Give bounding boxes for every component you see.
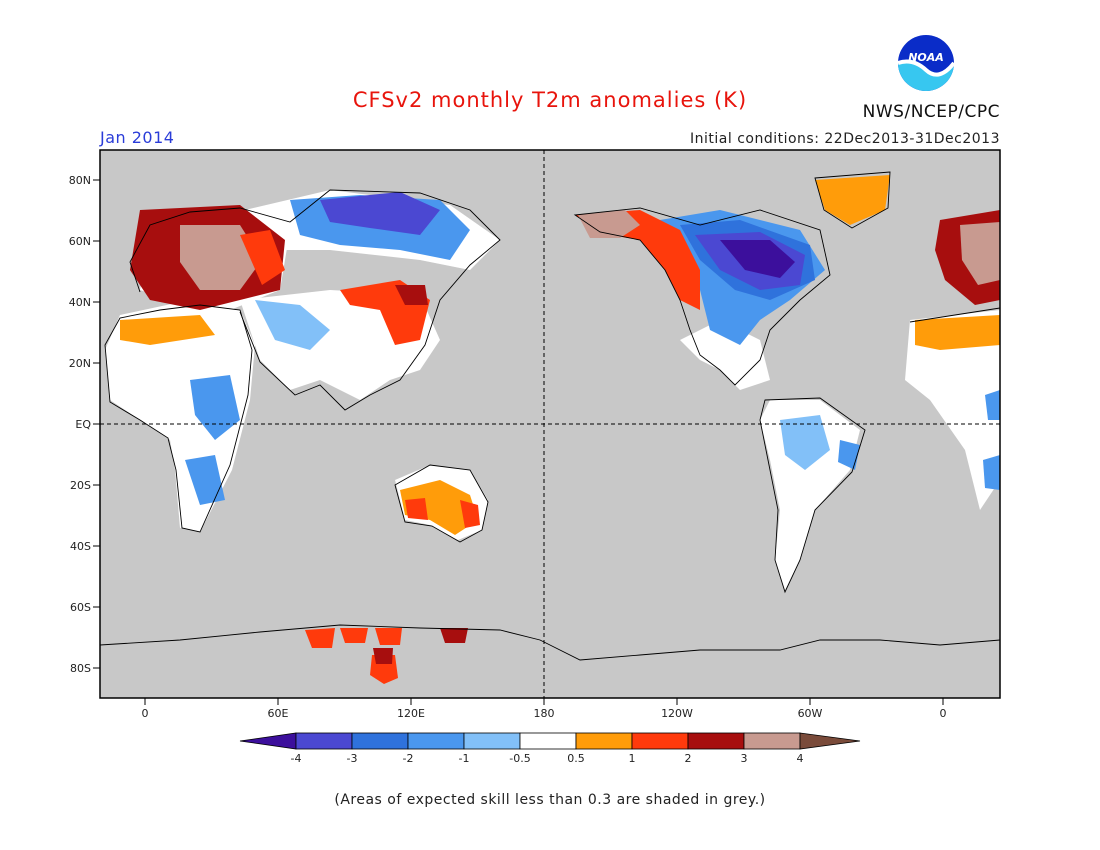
- lon-label: 0: [142, 707, 149, 720]
- colorbar-swatch: [687, 732, 745, 750]
- colorbar-label: 2: [685, 752, 692, 765]
- map-background: [100, 150, 1000, 698]
- lat-label: 60N: [69, 235, 91, 248]
- lat-axis: [93, 179, 100, 669]
- colorbar-label: 1: [629, 752, 636, 765]
- colorbar: [239, 732, 861, 750]
- map-frame: [99, 149, 1001, 699]
- colorbar-swatch: [463, 732, 521, 750]
- colorbar-swatch: [631, 732, 689, 750]
- lat-label: 20S: [70, 479, 91, 492]
- lat-label: 20N: [69, 357, 91, 370]
- initial-conditions: Initial conditions: 22Dec2013-31Dec2013: [690, 131, 1000, 147]
- lon-label: 60E: [268, 707, 289, 720]
- colorbar-label: -2: [403, 752, 414, 765]
- forecast-month: Jan 2014: [100, 128, 175, 147]
- lon-axis: [144, 698, 944, 705]
- colorbar-swatch: [295, 732, 353, 750]
- lon-label: 60W: [798, 707, 823, 720]
- colorbar-label: -4: [291, 752, 302, 765]
- anomaly-fields: [105, 175, 1000, 684]
- colorbar-label: -1: [459, 752, 470, 765]
- lon-label: 180: [534, 707, 555, 720]
- svg-text:NOAA: NOAA: [908, 51, 944, 64]
- coastlines: [100, 171, 1000, 661]
- lon-label: 0: [940, 707, 947, 720]
- colorbar-label: -0.5: [509, 752, 530, 765]
- colorbar-label: 4: [797, 752, 804, 765]
- lat-label: 40N: [69, 296, 91, 309]
- colorbar-label: -3: [347, 752, 358, 765]
- colorbar-label: 0.5: [567, 752, 585, 765]
- colorbar-swatch: [351, 732, 409, 750]
- colorbar-label: 3: [741, 752, 748, 765]
- colorbar-arrow-high: [799, 732, 861, 750]
- lat-label: 40S: [70, 540, 91, 553]
- colorbar-swatch: [407, 732, 465, 750]
- lon-label: 120W: [661, 707, 693, 720]
- colorbar-arrow-low: [239, 732, 297, 750]
- skill-footnote: (Areas of expected skill less than 0.3 a…: [334, 792, 766, 808]
- organization-label: NWS/NCEP/CPC: [862, 102, 1000, 122]
- colorbar-swatch: [743, 732, 801, 750]
- colorbar-swatch: [575, 732, 633, 750]
- lon-label: 120E: [397, 707, 425, 720]
- noaa-logo: NOAA: [896, 33, 956, 93]
- colorbar-swatch: [519, 732, 577, 750]
- lat-label: 60S: [70, 601, 91, 614]
- lat-label: EQ: [75, 418, 91, 431]
- lat-label: 80S: [70, 662, 91, 675]
- lat-label: 80N: [69, 174, 91, 187]
- chart-title: CFSv2 monthly T2m anomalies (K): [352, 88, 748, 112]
